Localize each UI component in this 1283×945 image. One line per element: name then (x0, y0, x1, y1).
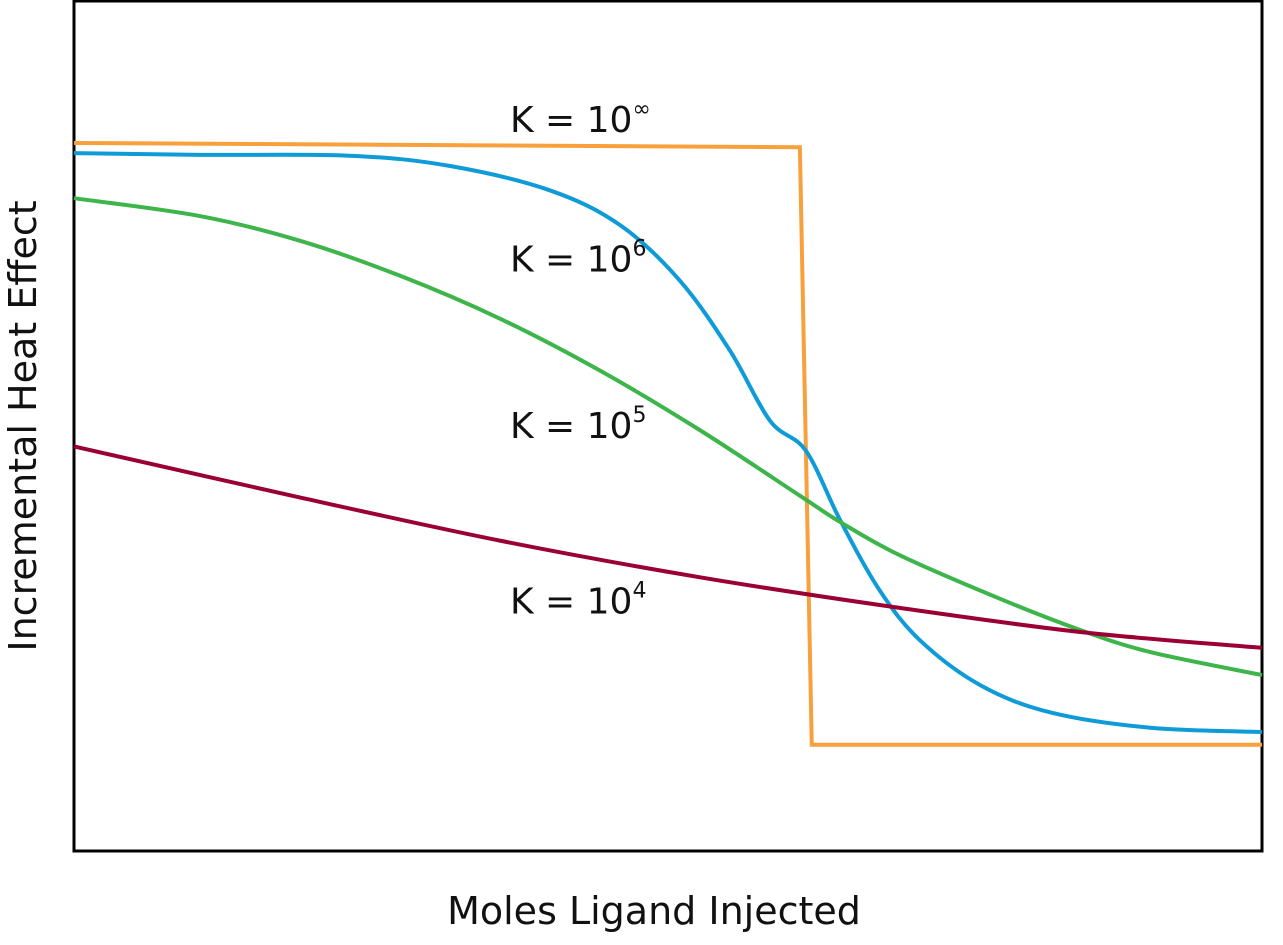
series-line-k-e6 (73, 151, 1263, 734)
y-axis-label: Incremental Heat Effect (1, 200, 45, 651)
annotation-k-1e4: K = 104 (510, 578, 646, 622)
series-line-k-e5 (73, 196, 1263, 678)
annotation-k-1e5: K = 105 (510, 403, 646, 447)
series-line-k-inf (73, 140, 1262, 747)
plot-frame (72, 0, 1264, 853)
annotation-k-1e6: K = 106 (510, 237, 646, 281)
annotation-layer: K = 10∞ K = 106 K = 105 K = 104 (510, 97, 651, 622)
x-axis-label: Moles Ligand Injected (447, 889, 861, 933)
annotation-k-inf: K = 10∞ (510, 97, 651, 141)
series-line-k-e4 (73, 444, 1263, 650)
series-layer (73, 140, 1263, 747)
